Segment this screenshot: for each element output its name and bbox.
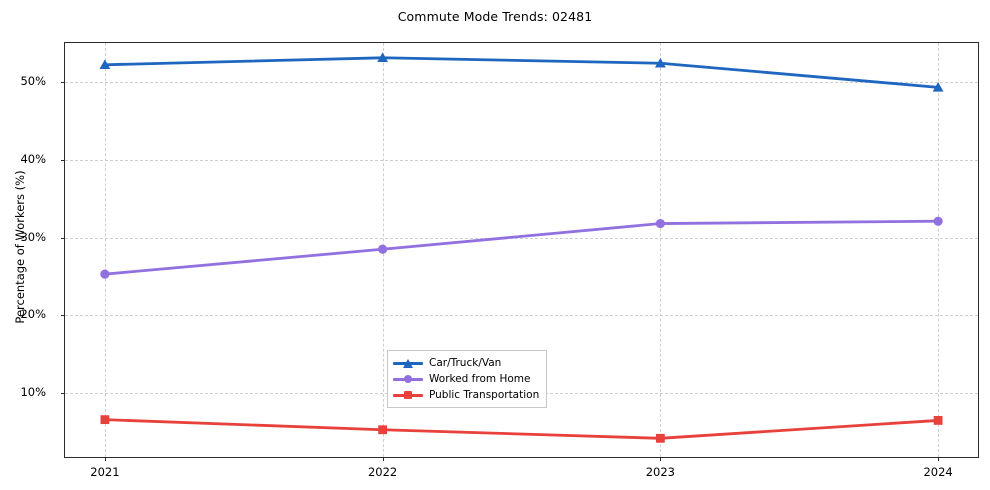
series-line <box>103 56 940 89</box>
data-point-marker <box>377 52 389 62</box>
gridline-horizontal <box>65 159 978 161</box>
series-layer <box>99 52 944 443</box>
y-tick-label: 50% <box>20 73 46 88</box>
data-point-marker <box>932 81 944 92</box>
gridline-vertical <box>660 43 662 457</box>
legend-swatch-triangle-icon <box>393 356 423 370</box>
data-point-marker <box>655 218 665 229</box>
gridline-vertical <box>104 43 106 457</box>
x-tick-label: 2022 <box>367 465 398 479</box>
gridline-horizontal <box>65 315 978 317</box>
x-tick-mark <box>104 457 106 461</box>
data-point-marker <box>378 244 388 254</box>
data-point-marker <box>99 59 111 70</box>
legend-swatch-square-icon <box>393 388 423 402</box>
y-tick-mark <box>61 237 65 239</box>
y-tick-label: 10% <box>20 385 46 400</box>
y-tick-mark <box>61 315 65 317</box>
data-point-marker <box>933 416 943 425</box>
y-tick-label: 20% <box>20 307 46 322</box>
data-point-marker <box>100 269 110 279</box>
series-line <box>103 219 940 276</box>
gridline-horizontal <box>65 237 978 239</box>
y-tick-mark <box>61 393 65 395</box>
legend-label: Public Transportation <box>429 389 540 401</box>
chart-title: Commute Mode Trends: 02481 <box>397 9 593 24</box>
series-2 <box>100 216 943 279</box>
series-3 <box>100 415 943 443</box>
x-tick-mark <box>660 457 662 461</box>
data-point-marker <box>100 415 110 425</box>
x-tick-label: 2021 <box>90 465 120 479</box>
chart-legend[interactable]: Car/Truck/Van Worked from Home Public Tran… <box>387 350 548 408</box>
x-tick-mark <box>382 457 384 461</box>
y-tick-mark <box>61 81 65 83</box>
x-tick-label: 2024 <box>923 465 953 479</box>
data-point-marker <box>378 425 388 435</box>
y-tick-mark <box>61 159 65 161</box>
legend-label: Car/Truck/Van <box>429 357 502 369</box>
data-point-marker <box>654 57 666 68</box>
data-point-marker <box>933 216 943 226</box>
y-tick-label: 30% <box>20 229 46 244</box>
gridline-horizontal <box>65 81 978 83</box>
legend-item[interactable]: Worked from Home <box>393 371 539 387</box>
legend-label: Worked from Home <box>429 373 531 385</box>
gridline-vertical <box>938 43 940 457</box>
legend-item[interactable]: Public Transportation <box>393 387 539 403</box>
series-1 <box>99 52 944 92</box>
data-point-marker <box>655 433 665 443</box>
legend-item[interactable]: Car/Truck/Van <box>393 355 539 371</box>
x-tick-mark <box>938 457 940 461</box>
y-tick-label: 40% <box>20 151 46 166</box>
legend-swatch-circle-icon <box>393 372 423 386</box>
x-tick-label: 2023 <box>645 465 675 479</box>
series-line <box>103 418 940 440</box>
